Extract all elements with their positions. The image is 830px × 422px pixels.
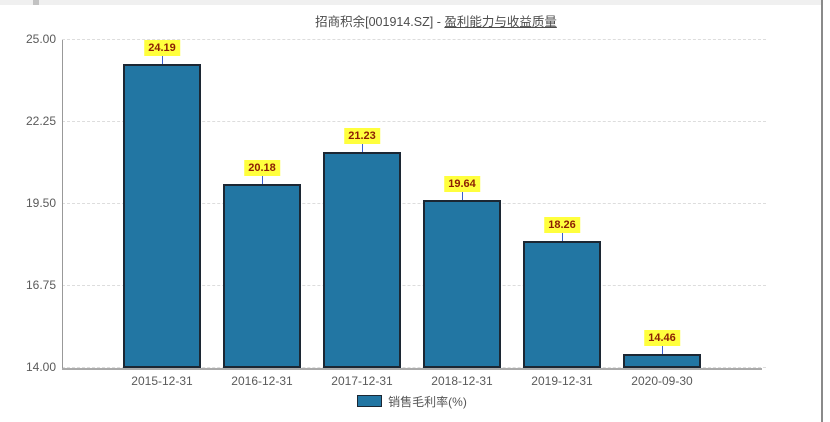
y-gridline — [62, 203, 766, 204]
bar-2020-09-30[interactable] — [623, 354, 701, 368]
x-axis-tick-label: 2020-09-30 — [631, 374, 693, 388]
y-axis-tick-label: 19.50 — [25, 196, 56, 210]
bar-2019-12-31[interactable] — [523, 240, 601, 368]
bar-value-label: 24.19 — [144, 40, 180, 57]
x-axis-tick-label: 2017-12-31 — [331, 374, 393, 388]
y-axis-line — [62, 40, 63, 368]
y-axis-tick-label: 16.75 — [25, 278, 56, 292]
bar-value-label: 18.26 — [544, 216, 580, 233]
y-gridline — [62, 285, 766, 286]
bar-2015-12-31[interactable] — [123, 64, 201, 368]
y-axis-tick-label: 22.25 — [25, 114, 56, 128]
horizontal-scrollbar-thumb[interactable] — [33, 0, 39, 5]
bar-2017-12-31[interactable] — [323, 152, 401, 368]
window-right-border — [821, 0, 823, 422]
bar-label-connector — [262, 175, 263, 184]
x-axis-tick-label: 2018-12-31 — [431, 374, 493, 388]
bar-label-connector — [662, 346, 663, 355]
y-axis-tick-label: 14.00 — [25, 360, 56, 374]
x-axis-tick-label: 2016-12-31 — [231, 374, 293, 388]
y-gridline — [62, 39, 766, 40]
x-axis-line — [62, 368, 762, 370]
legend-swatch — [357, 395, 383, 407]
x-axis-tick-label: 2015-12-31 — [131, 374, 193, 388]
bar-2016-12-31[interactable] — [223, 183, 301, 368]
bar-label-connector — [362, 144, 363, 153]
bar-value-label: 20.18 — [244, 159, 280, 176]
legend-label: 销售毛利率(%) — [388, 394, 467, 409]
bar-2018-12-31[interactable] — [423, 199, 501, 368]
horizontal-scrollbar-track[interactable] — [0, 0, 822, 5]
bar-label-connector — [162, 56, 163, 65]
chart-title: 招商积余[001914.SZ] - 盈利能力与收益质量 — [40, 11, 830, 30]
chart-title-main: 盈利能力与收益质量 — [444, 15, 557, 29]
y-axis-tick-label: 25.00 — [25, 32, 56, 46]
bar-value-label: 21.23 — [344, 128, 380, 145]
bar-value-label: 19.64 — [444, 175, 480, 192]
y-gridline — [62, 367, 766, 368]
legend-item-gross-margin[interactable]: 销售毛利率(%) — [62, 393, 762, 409]
chart-title-prefix: 招商积余[001914.SZ] - — [315, 15, 445, 29]
bar-label-connector — [562, 232, 563, 241]
bar-label-connector — [462, 191, 463, 200]
bar-value-label: 14.46 — [644, 330, 680, 347]
x-axis-tick-label: 2019-12-31 — [531, 374, 593, 388]
y-gridline — [62, 121, 766, 122]
